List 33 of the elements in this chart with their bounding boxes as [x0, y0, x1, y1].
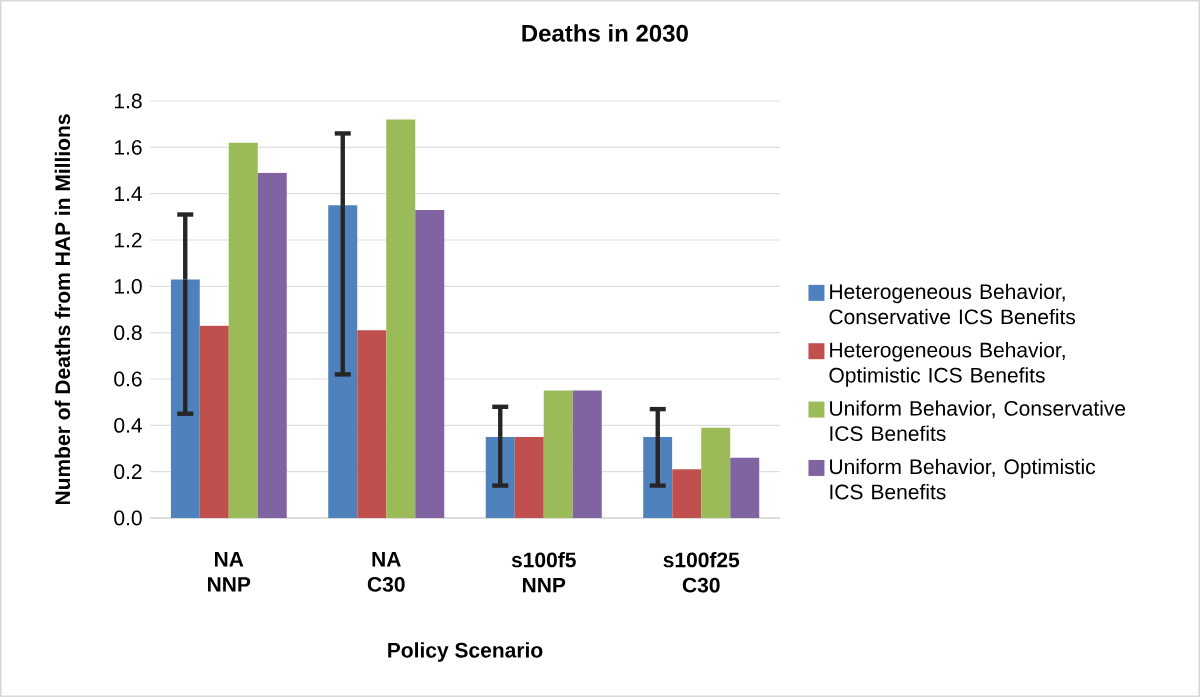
x-tick-label: NA C30: [367, 551, 405, 592]
y-tick-label: 0.2: [114, 464, 142, 480]
y-tick-label: 1.6: [115, 139, 142, 155]
bar: [543, 390, 573, 518]
bar: [415, 209, 445, 518]
y-tick-label: 1.0: [115, 278, 142, 294]
y-tick-label: 0.0: [114, 510, 142, 526]
legend-label: Heterogeneous Behavior, Optimistic ICS Benefits: [829, 342, 1065, 387]
x-tick-label: s100f25 C30: [663, 551, 740, 593]
bar: [386, 119, 416, 518]
bar: [257, 172, 287, 518]
bar: [701, 427, 731, 518]
y-axis-title: Number of Deaths from HAP in Millions: [54, 114, 71, 505]
x-tick-label: NA NNP: [207, 551, 251, 592]
x-tick-label: s100f5 NNP: [511, 551, 576, 593]
bar: [199, 325, 229, 518]
legend-label: Uniform Behavior, Optimistic ICS Benefits: [830, 458, 1096, 500]
legend-label: Uniform Behavior, Conservative ICS Benefits: [830, 400, 1126, 442]
y-tick-label: 0.4: [114, 417, 142, 433]
bar: [672, 469, 702, 518]
y-tick-label: 1.8: [115, 93, 142, 109]
y-tick-label: 0.8: [114, 325, 142, 341]
bar: [228, 142, 258, 518]
x-axis-title: Policy Scenario: [388, 642, 543, 662]
bar: [357, 330, 387, 518]
legend-label: Heterogeneous Behavior, Conservative ICS Benefits: [829, 283, 1076, 325]
bar: [514, 436, 544, 518]
y-tick-label: 0.6: [114, 371, 142, 387]
bar: [572, 390, 602, 518]
y-tick-label: 1.2: [115, 232, 142, 248]
bar: [730, 457, 760, 518]
chart-title: Deaths in 2030: [522, 24, 688, 42]
y-tick-label: 1.4: [115, 186, 142, 201]
